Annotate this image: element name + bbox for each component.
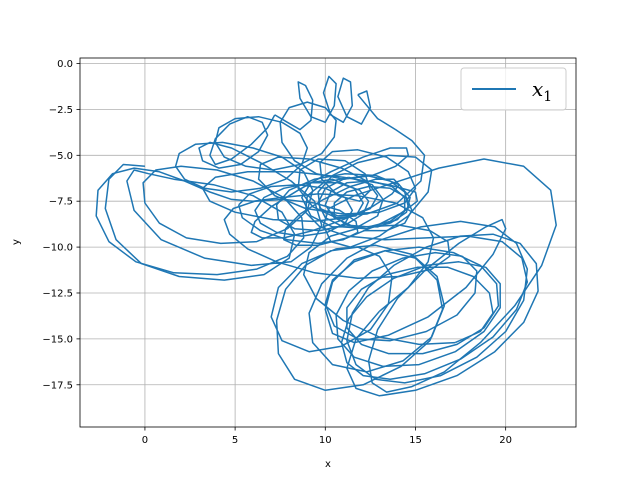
x-tick-label: 5 bbox=[232, 435, 238, 446]
x-tick-label: 20 bbox=[499, 435, 512, 446]
legend: x1 bbox=[461, 68, 566, 110]
legend-label-subscript: 1 bbox=[543, 89, 552, 105]
y-axis-label: y bbox=[11, 239, 22, 245]
x-tick-label: 15 bbox=[409, 435, 422, 446]
x-tick-label: 0 bbox=[142, 435, 148, 446]
y-tick-label: −17.5 bbox=[42, 380, 73, 391]
y-tick-label: −2.5 bbox=[49, 105, 73, 116]
x-tick-label: 10 bbox=[319, 435, 332, 446]
y-tick-label: −10.0 bbox=[42, 243, 73, 254]
legend-label-base: x bbox=[532, 77, 543, 101]
y-tick-label: −5.0 bbox=[49, 151, 73, 162]
y-tick-label: −12.5 bbox=[42, 288, 73, 299]
x-axis-label: x bbox=[325, 459, 331, 470]
y-tick-label: 0.0 bbox=[57, 59, 73, 70]
y-tick-label: −15.0 bbox=[42, 334, 73, 345]
y-tick-label: −7.5 bbox=[49, 197, 73, 208]
